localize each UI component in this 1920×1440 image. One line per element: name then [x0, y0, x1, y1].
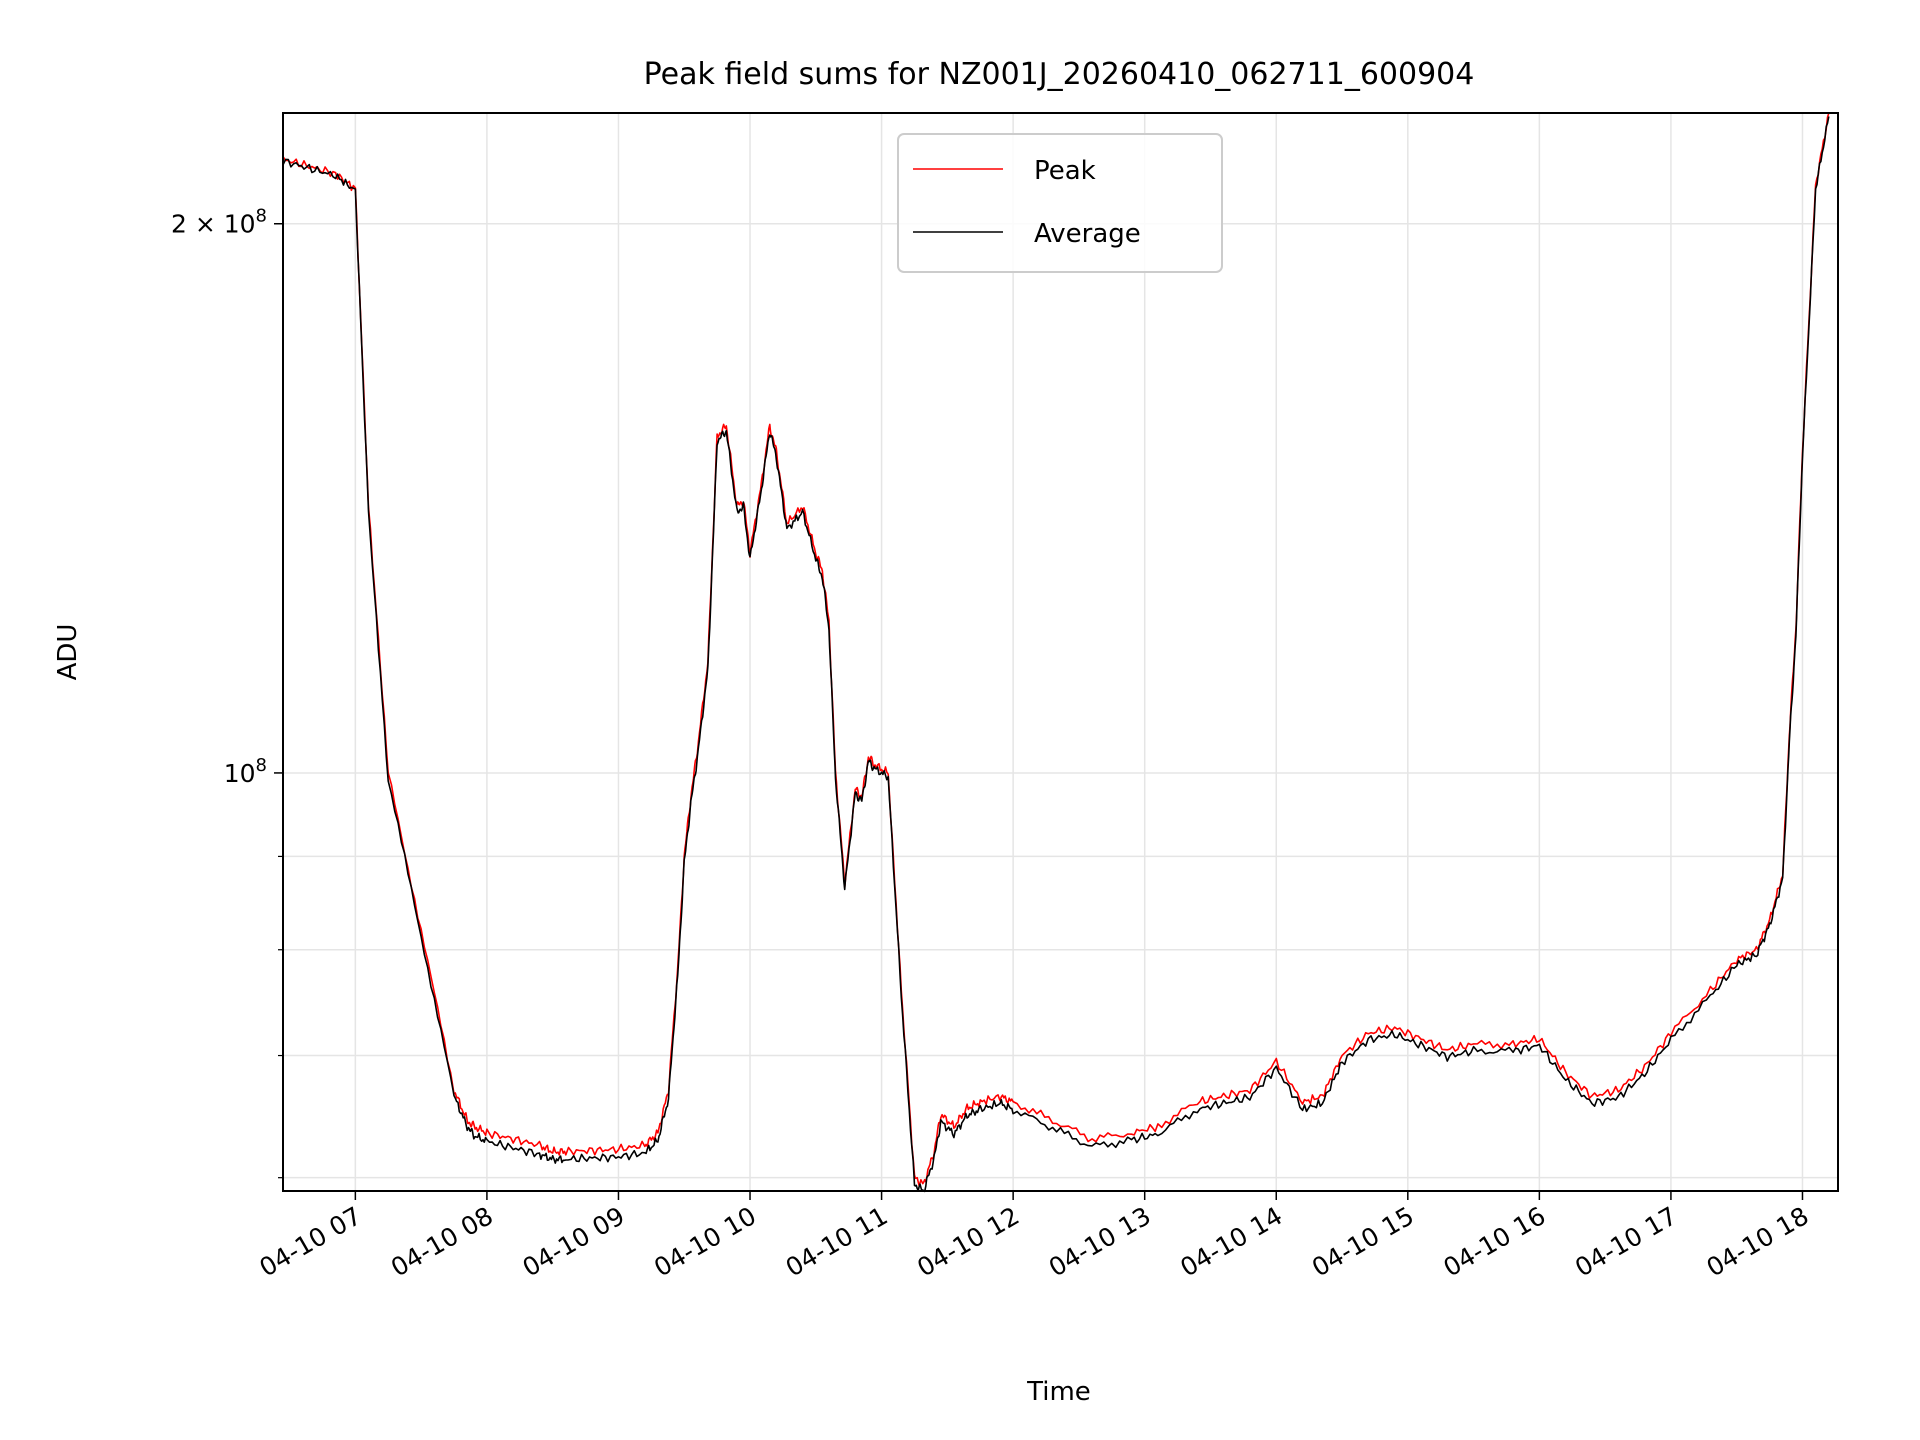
- legend-label-peak: Peak: [1034, 156, 1096, 186]
- series-line-average: [282, 116, 1830, 1193]
- y-tick-label: 108: [224, 755, 267, 788]
- legend-box: [897, 133, 1223, 273]
- y-tick-label: 2 × 108: [171, 206, 267, 239]
- chart-title: Peak field sums for NZ001J_20260410_0627…: [644, 57, 1475, 92]
- series-layer: [282, 112, 1830, 1193]
- series-line-peak: [282, 112, 1830, 1187]
- grid: [283, 113, 1838, 1191]
- y-axis: 108 2 × 108: [171, 206, 283, 1179]
- legend-label-average: Average: [1034, 219, 1141, 249]
- legend: Peak Average: [897, 133, 1223, 273]
- y-axis-label: ADU: [53, 624, 83, 681]
- x-axis-label: Time: [1026, 1377, 1091, 1407]
- plot-frame: [282, 112, 1839, 1192]
